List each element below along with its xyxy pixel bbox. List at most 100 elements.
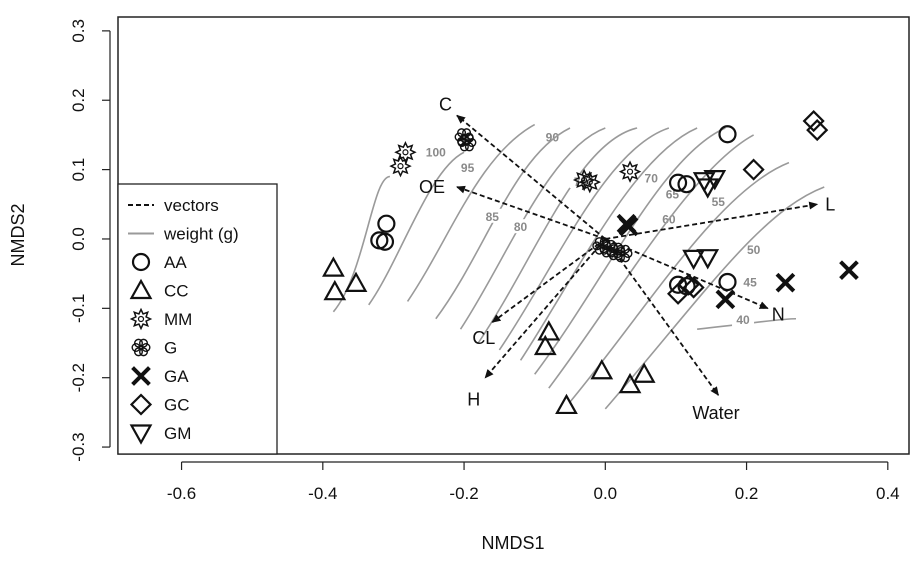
point-gc: [806, 119, 829, 142]
point-gm: [696, 249, 720, 270]
y-tick-label: -0.3: [69, 432, 88, 461]
legend-label: MM: [164, 310, 192, 329]
legend-key-gc: [129, 393, 153, 416]
point-ga: [839, 260, 859, 281]
contour-label: 85: [486, 210, 500, 224]
point-ga: [618, 216, 639, 237]
point-cc: [537, 320, 561, 341]
vector-arrow: [456, 114, 606, 240]
vector-label: N: [772, 304, 785, 324]
vector-arrow: [605, 201, 819, 240]
contour-line: [459, 127, 606, 330]
vector-arrow: [604, 238, 720, 396]
contour-label: 55: [712, 195, 726, 209]
vector-arrow: [491, 238, 606, 323]
point-mm: [578, 170, 602, 194]
x-tick-label: -0.2: [449, 484, 478, 503]
x-axis-title: NMDS1: [481, 533, 544, 553]
x-tick-label: 0.4: [876, 484, 900, 503]
contour-line: [498, 127, 670, 351]
vector-arrows: C OE L N CL H Water: [419, 94, 835, 423]
point-cc: [322, 256, 345, 277]
vector-arrow: [484, 238, 606, 379]
contour-line: [406, 123, 536, 302]
vector-label: C: [439, 94, 452, 114]
point-aa: [375, 232, 395, 251]
y-tick-label: 0.3: [69, 19, 88, 43]
contour-label: 45: [743, 276, 757, 290]
point-aa: [718, 272, 737, 292]
legend-key-g: [131, 338, 151, 357]
point-aa: [377, 214, 396, 233]
vector-label: H: [467, 390, 480, 410]
contour-label: 90: [546, 131, 560, 145]
contour-label-bg: [424, 144, 447, 159]
contour-label: 50: [747, 243, 761, 257]
contour-label: 70: [645, 172, 659, 186]
legend-label: vectors: [164, 196, 219, 215]
point-ga: [715, 289, 736, 310]
vector-label: OE: [419, 177, 445, 197]
point-gm: [696, 178, 720, 199]
legend-key-gm: [129, 424, 153, 445]
vector-label: L: [825, 194, 835, 214]
contour-line: [534, 127, 726, 375]
contour-label: 95: [461, 161, 475, 175]
point-gc: [742, 158, 765, 181]
legend-label: GM: [164, 424, 191, 443]
point-g: [457, 133, 477, 152]
legend-label: GC: [164, 396, 190, 415]
vector-arrow: [456, 185, 606, 240]
contour-line: [604, 186, 825, 410]
point-mm: [394, 141, 417, 164]
legend-label: G: [164, 339, 177, 358]
y-tick-label: -0.2: [69, 363, 88, 392]
point-ga: [775, 272, 796, 293]
contour-line: [477, 127, 638, 344]
legend-label: CC: [164, 282, 189, 301]
sample-points: [322, 109, 859, 415]
y-tick-label: -0.1: [69, 294, 88, 323]
point-mm: [618, 160, 642, 183]
contour-line: [368, 151, 465, 306]
vector-arrow: [604, 238, 769, 310]
legend-label: AA: [164, 253, 187, 272]
x-tick-label: -0.6: [167, 484, 196, 503]
contour-line: [697, 317, 797, 330]
point-aa: [677, 175, 696, 194]
contour-line: [548, 134, 755, 389]
legend: vectors weight (g) AA CC MM G GA GC GM: [117, 183, 278, 455]
point-cc: [323, 279, 347, 301]
y-tick-label: 0.2: [69, 88, 88, 112]
point-cc: [344, 271, 368, 292]
point-gc: [677, 273, 700, 296]
legend-key-aa: [131, 252, 151, 272]
contour-label: 80: [514, 220, 528, 234]
point-gm: [682, 249, 705, 271]
legend-key-mm: [129, 307, 153, 331]
y-tick-label: 0.1: [69, 158, 88, 182]
legend-key-ga: [131, 366, 151, 386]
contour-label-bg: [739, 274, 762, 289]
contour-label-bg: [640, 170, 663, 185]
contour-label-bg: [707, 194, 730, 209]
legend-label: weight (g): [163, 225, 239, 244]
point-g: [613, 244, 633, 263]
contour-label: 40: [736, 313, 750, 327]
contour-label-bg: [509, 219, 532, 234]
contour-label: 100: [426, 145, 446, 159]
contour-label-bg: [742, 242, 765, 257]
legend-key-cc: [129, 278, 153, 300]
point-cc: [618, 372, 642, 394]
contour-line: [519, 127, 698, 361]
point-cc: [555, 393, 578, 415]
legend-label: GA: [164, 367, 189, 386]
point-aa: [668, 173, 688, 192]
contour-label-bg: [481, 208, 504, 223]
point-mm: [389, 154, 412, 178]
x-tick-label: 0.0: [593, 484, 617, 503]
vector-label: Water: [692, 403, 739, 423]
point-cc: [590, 359, 614, 380]
x-tick-label: 0.2: [735, 484, 759, 503]
